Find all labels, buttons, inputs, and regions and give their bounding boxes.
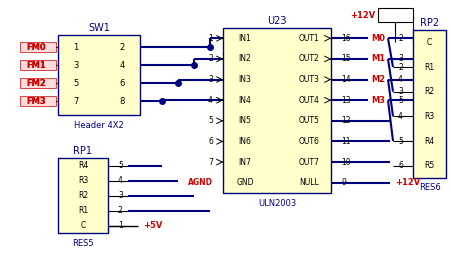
Text: OUT5: OUT5 — [299, 116, 319, 125]
Text: 5: 5 — [398, 136, 403, 146]
Bar — [378, 8, 413, 22]
Text: 12: 12 — [341, 116, 350, 125]
Text: FM0: FM0 — [26, 43, 46, 52]
Text: OUT2: OUT2 — [299, 55, 319, 63]
Text: GND: GND — [236, 178, 254, 187]
Bar — [20, 78, 56, 88]
Text: 8: 8 — [120, 97, 124, 106]
Text: 15: 15 — [341, 55, 350, 63]
Text: R5: R5 — [424, 161, 435, 170]
Bar — [58, 158, 108, 233]
Text: 4: 4 — [208, 96, 213, 105]
Bar — [58, 35, 140, 115]
Text: IN1: IN1 — [239, 34, 251, 43]
Text: 6: 6 — [398, 161, 403, 170]
Text: C: C — [80, 221, 86, 230]
Text: FM2: FM2 — [26, 78, 46, 88]
Text: OUT6: OUT6 — [299, 137, 319, 146]
Text: FM3: FM3 — [26, 97, 46, 106]
Text: RP2: RP2 — [420, 18, 439, 28]
Text: 6: 6 — [208, 137, 213, 146]
Text: 3: 3 — [398, 55, 403, 63]
Text: +12V: +12V — [395, 178, 420, 187]
Text: +5V: +5V — [143, 221, 163, 230]
Text: 4: 4 — [398, 112, 403, 121]
Text: IN2: IN2 — [239, 55, 251, 63]
Text: NULL: NULL — [299, 178, 319, 187]
Text: R4: R4 — [78, 161, 88, 170]
Bar — [20, 42, 56, 52]
Text: R2: R2 — [78, 191, 88, 200]
Text: FM1: FM1 — [26, 60, 46, 69]
Text: 10: 10 — [341, 157, 350, 167]
Text: R1: R1 — [424, 63, 435, 72]
Bar — [20, 60, 56, 70]
Text: FM3: FM3 — [26, 97, 46, 106]
Text: R1: R1 — [78, 206, 88, 215]
Text: 7: 7 — [74, 97, 78, 106]
Text: 2: 2 — [120, 43, 124, 52]
Text: OUT1: OUT1 — [299, 34, 319, 43]
Text: OUT4: OUT4 — [299, 96, 319, 105]
Text: IN6: IN6 — [239, 137, 252, 146]
Text: RES6: RES6 — [419, 184, 440, 193]
Text: 16: 16 — [341, 34, 350, 43]
Text: 2: 2 — [398, 63, 403, 72]
Text: 4: 4 — [120, 60, 124, 69]
Text: FM1: FM1 — [26, 60, 46, 69]
Text: RES5: RES5 — [72, 239, 94, 247]
Text: 2: 2 — [208, 55, 213, 63]
Text: Header 4X2: Header 4X2 — [74, 120, 124, 130]
Text: +12V: +12V — [350, 10, 375, 19]
Text: M1: M1 — [371, 55, 385, 63]
Text: 11: 11 — [341, 137, 350, 146]
Text: 4: 4 — [118, 176, 123, 185]
Text: 2: 2 — [398, 34, 403, 43]
Text: 1: 1 — [118, 221, 123, 230]
Text: AGND: AGND — [188, 178, 213, 187]
Text: 5: 5 — [398, 96, 403, 105]
Text: 2: 2 — [118, 206, 123, 215]
Text: 6: 6 — [120, 78, 124, 88]
Text: 1: 1 — [74, 43, 78, 52]
Text: 5: 5 — [208, 116, 213, 125]
Text: 1: 1 — [208, 34, 213, 43]
Text: IN5: IN5 — [239, 116, 252, 125]
Text: SW1: SW1 — [88, 23, 110, 33]
Bar — [223, 28, 331, 193]
Text: 5: 5 — [74, 78, 78, 88]
Text: R4: R4 — [424, 136, 435, 146]
Text: R2: R2 — [424, 87, 435, 96]
Text: 7: 7 — [208, 157, 213, 167]
Text: 9: 9 — [341, 178, 346, 187]
Text: OUT7: OUT7 — [299, 157, 319, 167]
Text: 3: 3 — [118, 191, 123, 200]
Text: FM2: FM2 — [26, 78, 46, 88]
Text: 14: 14 — [341, 75, 350, 84]
Text: 3: 3 — [208, 75, 213, 84]
Text: M0: M0 — [371, 34, 385, 43]
Text: 13: 13 — [341, 96, 350, 105]
Text: R3: R3 — [424, 112, 435, 121]
Bar — [413, 30, 446, 178]
Text: 3: 3 — [398, 87, 403, 96]
Text: C: C — [427, 38, 432, 47]
Text: 5: 5 — [118, 161, 123, 170]
Bar — [20, 96, 56, 106]
Text: RP1: RP1 — [74, 146, 92, 156]
Text: M3: M3 — [371, 96, 385, 105]
Text: R3: R3 — [78, 176, 88, 185]
Text: M2: M2 — [371, 75, 385, 84]
Text: IN3: IN3 — [239, 75, 252, 84]
Text: FM0: FM0 — [26, 43, 46, 52]
Text: 4: 4 — [398, 75, 403, 84]
Text: ULN2003: ULN2003 — [258, 198, 296, 207]
Text: IN4: IN4 — [239, 96, 252, 105]
Text: OUT3: OUT3 — [299, 75, 319, 84]
Text: IN7: IN7 — [239, 157, 252, 167]
Text: U23: U23 — [267, 16, 287, 26]
Text: 3: 3 — [74, 60, 78, 69]
